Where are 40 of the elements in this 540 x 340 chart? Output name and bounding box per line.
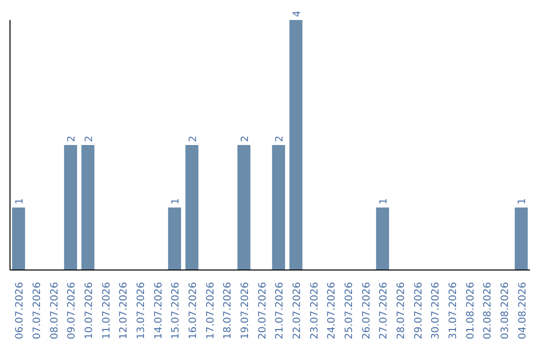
x-tick-label: 22.07.2026: [292, 282, 303, 340]
x-tick-label: 04.08.2026: [517, 282, 528, 340]
x-tick-label: 12.07.2026: [118, 282, 130, 340]
x-tick-label: 29.07.2026: [413, 282, 424, 340]
x-tick-label: 23.07.2026: [309, 282, 320, 340]
data-label: 2: [66, 136, 78, 142]
x-tick-label: 03.08.2026: [500, 282, 511, 340]
x-tick-label: 17.07.2026: [205, 282, 216, 340]
x-tick-label: 15.07.2026: [170, 282, 182, 340]
data-label: 1: [170, 198, 182, 204]
x-tick-label: 24.07.2026: [326, 282, 338, 340]
x-tick-label: 28.07.2026: [396, 282, 407, 340]
x-tick-label: 08.07.2026: [49, 282, 60, 340]
x-tick-label: 25.07.2026: [344, 282, 355, 340]
x-tick-label: 30.07.2026: [430, 282, 442, 340]
x-tick-label: 19.07.2026: [240, 282, 251, 340]
data-label: 1: [517, 198, 528, 204]
data-label: 2: [188, 136, 199, 142]
x-tick-label: 06.07.2026: [14, 282, 26, 340]
data-label: 2: [274, 136, 286, 142]
x-tick-label: 02.08.2026: [482, 282, 494, 340]
data-label: 4: [292, 10, 303, 17]
data-label: 2: [84, 136, 95, 142]
data-label: 1: [14, 198, 26, 204]
data-label: 1: [378, 198, 390, 204]
x-tick-label: 14.07.2026: [153, 282, 164, 340]
data-label: 2: [240, 136, 251, 142]
x-tick-label: 26.07.2026: [361, 282, 372, 340]
x-tick-label: 13.07.2026: [136, 282, 147, 340]
x-tick-label: 27.07.2026: [378, 282, 390, 340]
x-tick-label: 18.07.2026: [222, 282, 234, 340]
x-tick-label: 31.07.2026: [448, 282, 459, 340]
x-tick-label: 16.07.2026: [188, 282, 199, 340]
x-tick-label: 09.07.2026: [66, 282, 78, 340]
x-tick-label: 01.08.2026: [465, 282, 476, 340]
x-tick-label: 11.07.2026: [101, 282, 112, 340]
x-tick-label: 07.07.2026: [32, 282, 43, 340]
x-tick-label: 21.07.2026: [274, 282, 286, 340]
x-tick-label: 20.07.2026: [257, 282, 268, 340]
x-tick-label: 10.07.2026: [84, 282, 95, 340]
